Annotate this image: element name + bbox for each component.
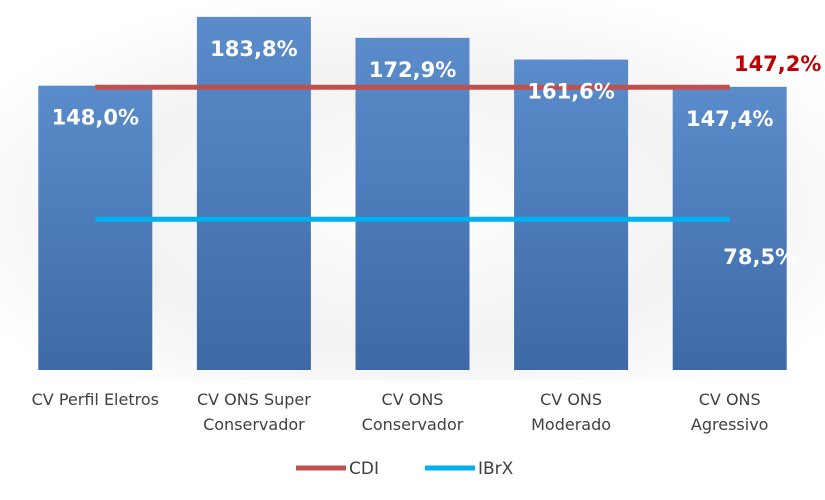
x-tick-label-line: Conservador	[203, 415, 305, 434]
data-label: 161,6%	[527, 80, 614, 104]
data-label: 148,0%	[52, 106, 139, 130]
bar	[196, 16, 311, 371]
x-tick-label-line: Moderado	[531, 415, 611, 434]
x-tick-label: CV ONS Super Conservador	[197, 390, 311, 434]
bar	[38, 85, 153, 371]
bar	[514, 59, 629, 371]
line-data-label: 78,5%	[723, 245, 796, 269]
x-tick-label-line: CV ONS Super	[197, 390, 311, 409]
legend-label: IBrX	[478, 459, 514, 479]
x-tick-label: CV ONS Agressivo	[691, 390, 769, 434]
x-tick-label-line: CV ONS	[382, 390, 444, 409]
data-label: 183,8%	[210, 37, 297, 61]
x-tick-label-line: CV ONS	[699, 390, 761, 409]
x-tick-label-line: CV Perfil Eletros	[32, 390, 159, 409]
x-tick-label-line: CV ONS	[540, 390, 602, 409]
bar	[672, 86, 787, 370]
x-tick-label-line: Conservador	[362, 415, 464, 434]
x-tick-label: CV ONS Conservador	[362, 390, 464, 434]
bar	[355, 37, 470, 370]
data-label: 147,4%	[686, 107, 773, 131]
x-tick-label: CV ONS Moderado	[531, 390, 611, 434]
line-data-label: 147,2%	[734, 52, 821, 76]
data-label: 172,9%	[369, 58, 456, 82]
x-tick-label-line: Agressivo	[691, 415, 769, 434]
x-tick-label: CV Perfil Eletros	[32, 390, 159, 409]
legend-label: CDI	[349, 459, 379, 479]
